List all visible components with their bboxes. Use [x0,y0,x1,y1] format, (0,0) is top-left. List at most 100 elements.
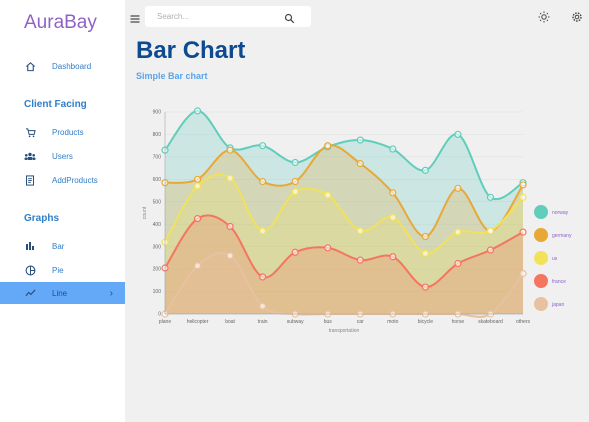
y-tick-label: 100 [153,289,162,295]
point-japan [193,262,202,270]
sidebar-item-products[interactable]: Products [0,121,125,143]
chart-legend: norway germany us france japan [534,205,572,311]
sidebar-item-pie[interactable]: Pie [0,259,125,281]
legend-swatch-japan [534,297,548,311]
point-france [356,256,364,264]
point-us [421,249,429,257]
area-chart: 0 100 200 300 400 500 600 700 800 900 count plane h… [142,107,572,334]
point-us [519,193,527,201]
chart-grid [165,111,523,315]
y-tick-label: 900 [153,110,162,116]
users-icon [24,150,36,162]
x-tick-label: train [258,319,268,325]
sidebar-item-label: Bar [52,241,65,251]
point-france [421,283,429,291]
sidebar-item-addproducts[interactable]: AddProducts [0,169,125,191]
point-us [259,227,267,235]
y-tick-label: 0 [158,312,161,318]
point-germany [193,175,202,183]
point-us [291,188,299,196]
x-tick-label: bicycle [418,319,434,325]
point-norway [291,158,299,167]
point-us [454,228,462,236]
sidebar-item-users[interactable]: Users [0,145,125,167]
point-japan [259,302,267,310]
x-tick-label: skateboard [478,319,503,325]
point-norway [421,166,429,174]
page-title: Bar Chart [136,37,246,64]
point-norway [259,142,267,150]
sidebar-item-label: AddProducts [52,175,98,185]
y-axis: 0 100 200 300 400 500 600 700 800 900 count [142,110,166,318]
legend-label-norway: norway [552,210,569,216]
sidebar-item-label: Products [52,127,84,137]
x-tick-label: others [516,319,530,325]
y-tick-label: 800 [153,132,162,138]
point-us [356,227,364,235]
y-tick-label: 200 [153,267,162,273]
menu-icon[interactable] [130,11,140,23]
legend-label-japan: japan [551,302,564,308]
y-tick-label: 500 [153,199,162,205]
area-germany [165,145,523,314]
point-france [519,228,527,236]
point-japan [519,270,527,278]
sidebar-item-line[interactable]: Line › [0,282,125,304]
section-title-graphs: Graphs [24,213,60,224]
x-tick-label: horse [452,319,465,325]
x-tick-label: plane [159,319,171,325]
x-tick-label: moto [387,319,398,325]
point-france [389,253,397,261]
home-icon [24,60,36,72]
point-germany [421,232,429,241]
sidebar: AuraBay Dashboard Client Facing Products… [0,0,125,422]
point-us [389,213,397,222]
point-norway [356,136,364,144]
receipt-icon [24,174,36,186]
x-tick-label: helicopter [187,319,209,325]
point-france [259,273,267,281]
area-us [165,174,523,314]
point-japan [226,252,234,260]
point-france [486,246,495,254]
point-france [226,222,234,231]
point-germany [454,184,462,192]
sidebar-item-label: Line [52,288,68,298]
y-tick-label: 600 [153,177,162,183]
y-tick-label: 700 [153,154,162,160]
y-tick-label: 300 [153,244,162,250]
x-tick-label: car [357,319,364,325]
point-norway [454,130,462,139]
point-germany [324,142,332,150]
search-bar [145,6,311,27]
point-us [193,182,202,190]
pie-chart-icon [24,264,36,276]
sidebar-item-bar[interactable]: Bar [0,235,125,257]
point-germany [356,160,364,168]
bar-chart-icon [24,240,36,252]
chart-points [161,107,527,318]
sidebar-item-label: Pie [52,265,64,275]
sidebar-item-label: Users [52,151,73,161]
legend-swatch-us [534,251,548,265]
sidebar-item-dashboard[interactable]: Dashboard [0,55,125,77]
legend-swatch-france [534,274,548,288]
area-japan [165,252,523,317]
x-tick-label: bus [324,319,333,325]
point-us [486,227,495,235]
point-germany [519,181,527,189]
line-chart-icon [24,287,36,299]
x-axis-label: transportation [329,328,360,334]
search-input[interactable] [157,10,277,23]
search-icon[interactable] [284,11,295,24]
point-france [324,244,332,252]
sun-icon[interactable] [538,10,550,23]
gear-icon[interactable] [571,10,583,22]
brand-logo[interactable]: AuraBay [24,12,97,33]
area-france [165,215,523,314]
point-germany [259,177,267,186]
point-france [454,259,462,268]
point-us [226,174,234,182]
x-tick-label: subway [287,319,304,325]
legend-label-us: us [552,256,558,262]
